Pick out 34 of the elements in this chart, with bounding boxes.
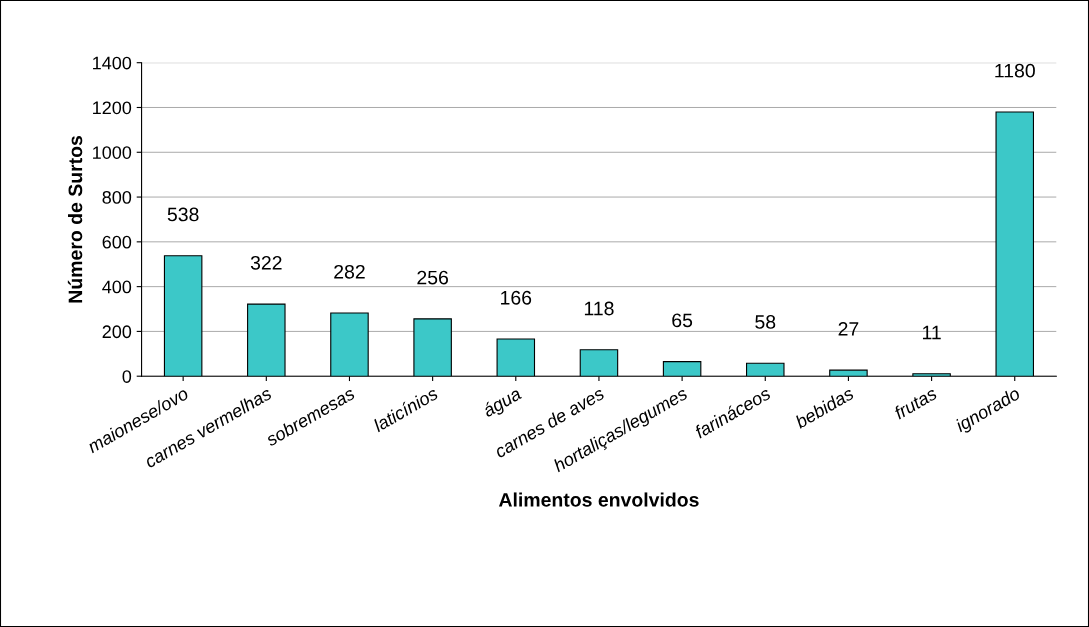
data-label: 27: [838, 321, 859, 336]
data-label: 256: [417, 270, 448, 285]
y-tick-label: 800: [102, 190, 132, 204]
bar: [413, 318, 452, 377]
y-tick-label: 1400: [93, 56, 132, 70]
data-label: 166: [501, 290, 532, 305]
data-label: 282: [334, 264, 365, 279]
bar: [662, 361, 702, 377]
x-tick-label: frutas: [893, 386, 938, 420]
bar: [247, 303, 286, 377]
y-axis-title: Número de Surtos: [67, 135, 83, 303]
bar: [163, 255, 203, 377]
y-tick-label: 200: [102, 325, 132, 339]
bar: [995, 111, 1035, 377]
data-label: 11: [922, 325, 941, 340]
y-tick-label: 400: [102, 280, 132, 294]
data-label: 65: [672, 313, 693, 328]
x-tick-label: água: [481, 386, 524, 421]
y-tick-label: 1200: [93, 101, 132, 115]
bar: [829, 369, 868, 377]
y-tick-label: 0: [122, 370, 132, 383]
bar: [746, 362, 785, 377]
bar: [496, 338, 536, 377]
y-tick-label: 600: [102, 235, 132, 249]
data-label: 538: [167, 207, 199, 222]
data-label: 118: [584, 301, 614, 316]
bar: [330, 312, 369, 377]
data-label: 322: [250, 255, 282, 270]
x-axis-title: Alimentos envolvidos: [498, 492, 699, 507]
data-label: 58: [755, 315, 776, 329]
data-label: 1180: [995, 63, 1035, 78]
bar: [912, 373, 951, 377]
y-tick-label: 1000: [93, 146, 132, 159]
bar: [579, 349, 619, 377]
